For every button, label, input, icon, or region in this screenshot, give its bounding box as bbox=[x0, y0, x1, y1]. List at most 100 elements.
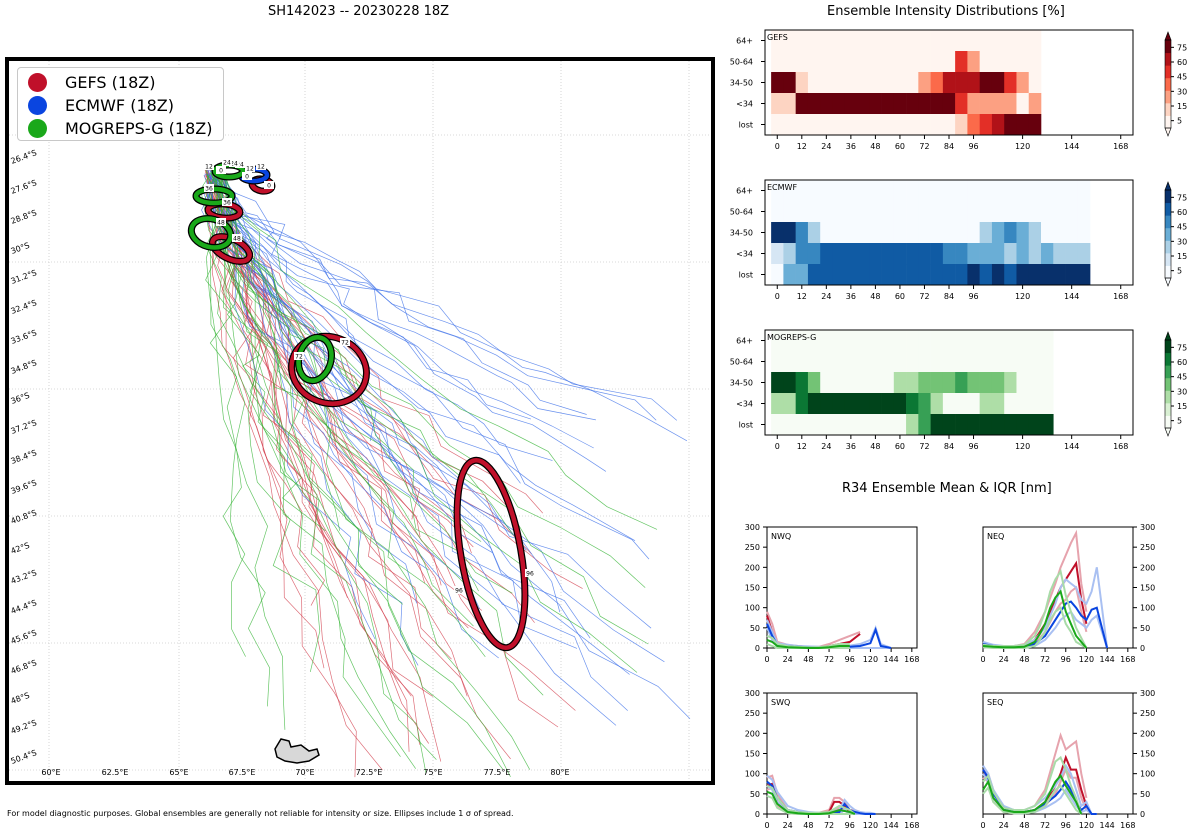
ellipse-label: 96 bbox=[526, 571, 534, 578]
r34-y-tick: 100 bbox=[745, 770, 760, 779]
heatmap-cell bbox=[1004, 72, 1017, 94]
track-line bbox=[211, 174, 326, 532]
r34-y-tick: 150 bbox=[1140, 750, 1155, 759]
heatmap-cell bbox=[893, 330, 907, 352]
heatmap-cell bbox=[955, 264, 968, 286]
heatmap-cell bbox=[942, 351, 956, 373]
heatmap-cell bbox=[991, 201, 1005, 223]
heatmap-row-label: 50-64 bbox=[730, 358, 753, 367]
map-title: SH142023 -- 20230228 18Z bbox=[268, 4, 450, 19]
heatmap-cell bbox=[942, 114, 956, 136]
colorbar-segment bbox=[1165, 115, 1171, 129]
heatmap-cell bbox=[1028, 243, 1042, 265]
heatmap-cell bbox=[893, 222, 907, 244]
heatmap-cell bbox=[1004, 201, 1017, 223]
colorbar-frame bbox=[1164, 339, 1172, 429]
track-line bbox=[203, 174, 691, 720]
ellipse-label-bg bbox=[294, 352, 304, 360]
heatmap-cell bbox=[881, 51, 895, 73]
heatmap-cell bbox=[1016, 30, 1030, 52]
track-line bbox=[208, 173, 521, 484]
heatmap-cell bbox=[832, 30, 846, 52]
r34-panel-label: SWQ bbox=[771, 698, 790, 707]
heatmap-cell bbox=[942, 72, 956, 94]
heatmap-cell bbox=[869, 330, 882, 352]
heatmap-cell bbox=[771, 72, 784, 94]
lat-label: 27.6°S bbox=[10, 178, 38, 196]
heatmap-cell bbox=[991, 72, 1005, 94]
heatmap-cell bbox=[942, 243, 956, 265]
heatmap-cell bbox=[807, 30, 821, 52]
colorbar-tick-label: 45 bbox=[1177, 73, 1187, 82]
heatmap-cell bbox=[795, 264, 809, 286]
heatmap-cell bbox=[1041, 264, 1054, 286]
heatmap-cell bbox=[1016, 351, 1030, 373]
heatmap-cell bbox=[967, 222, 980, 244]
heatmap-x-tick: 24 bbox=[821, 442, 831, 450]
r34-y-tick: 200 bbox=[1140, 563, 1155, 572]
heatmap-cell bbox=[955, 372, 968, 394]
heatmap-x-tick: 168 bbox=[1113, 292, 1128, 301]
heatmap-cell bbox=[783, 330, 796, 352]
legend-item-mogreps: MOGREPS-G (18Z) bbox=[18, 117, 212, 139]
colorbar-segment bbox=[1165, 40, 1171, 54]
heatmap-cell bbox=[771, 51, 784, 73]
heatmap-cell bbox=[918, 201, 931, 223]
heatmap-cell bbox=[955, 72, 968, 94]
heatmap-cell bbox=[906, 393, 919, 415]
colorbar-segment bbox=[1165, 190, 1171, 204]
heatmap-cell bbox=[807, 372, 821, 394]
heatmap-cell bbox=[1004, 180, 1017, 202]
heatmap-cell bbox=[1028, 330, 1042, 352]
mogreps-marker-icon bbox=[28, 118, 47, 138]
heatmap-row-label: 50-64 bbox=[730, 58, 753, 67]
heatmap-cell bbox=[918, 180, 931, 202]
heatmap-cell bbox=[942, 330, 956, 352]
lon-label: 62.5°E bbox=[102, 768, 129, 777]
gefs-ellipse-96 bbox=[454, 458, 528, 650]
heatmap-cell bbox=[942, 201, 956, 223]
heatmap-cell bbox=[893, 372, 907, 394]
lon-label: 60°E bbox=[41, 768, 60, 777]
heatmap-cell bbox=[918, 393, 931, 415]
heatmap-cell bbox=[942, 393, 956, 415]
heatmap-cell bbox=[820, 222, 833, 244]
heatmap-cell bbox=[1077, 264, 1091, 286]
r34-mean-mogreps-g bbox=[766, 790, 856, 815]
heatmap-cell bbox=[930, 222, 944, 244]
heatmap-x-tick: 84 bbox=[944, 142, 954, 151]
heatmap-cell bbox=[1041, 393, 1054, 415]
track-line bbox=[206, 170, 437, 760]
ecmwf-marker-icon bbox=[28, 95, 47, 115]
heatmap-cell bbox=[1028, 72, 1042, 94]
heatmap-cell bbox=[783, 393, 796, 415]
heatmap-cell bbox=[857, 201, 870, 223]
ellipse-label: 24 bbox=[223, 160, 231, 167]
heatmap-cell bbox=[979, 114, 993, 136]
heatmap-cell bbox=[857, 264, 870, 286]
heatmap-cell bbox=[930, 72, 944, 94]
heatmap-cell bbox=[881, 30, 895, 52]
heatmap-row-label: 34-50 bbox=[730, 229, 753, 238]
heatmap-cell bbox=[771, 330, 784, 352]
heatmap-cell bbox=[979, 51, 993, 73]
ellipse-label-bg bbox=[232, 234, 242, 242]
colorbar-segment bbox=[1165, 402, 1171, 416]
heatmap-cell bbox=[771, 372, 784, 394]
heatmap-cell bbox=[795, 51, 809, 73]
heatmap-cell bbox=[857, 243, 870, 265]
heatmap-cell bbox=[1053, 201, 1066, 223]
heatmap-cell bbox=[930, 243, 944, 265]
r34-y-tick: 100 bbox=[1140, 604, 1155, 613]
heatmap-cell bbox=[844, 93, 858, 115]
heatmap-cell bbox=[832, 414, 846, 436]
heatmap-cell bbox=[1041, 414, 1054, 436]
colorbar-tick-label: 75 bbox=[1177, 193, 1187, 202]
heatmap-x-tick: 96 bbox=[968, 142, 978, 151]
lat-label: 32.4°S bbox=[10, 298, 38, 316]
heatmap-cell bbox=[979, 72, 993, 94]
lon-label: 67.5°E bbox=[229, 768, 256, 777]
r34-x-tick: 96 bbox=[845, 655, 855, 664]
heatmap-cell bbox=[807, 243, 821, 265]
colorbar-tick-label: 5 bbox=[1177, 117, 1182, 126]
